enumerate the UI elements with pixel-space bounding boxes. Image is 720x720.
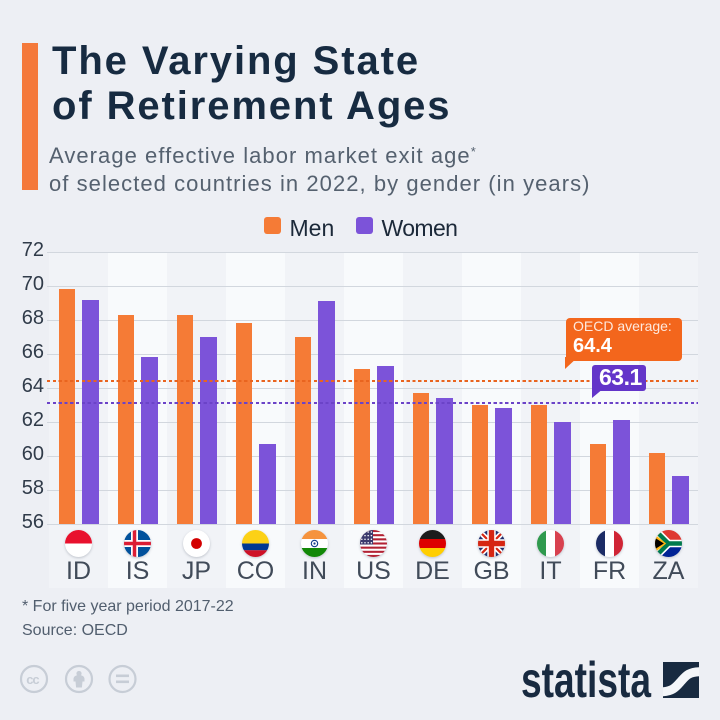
svg-text:statista: statista	[521, 655, 652, 705]
svg-text:cc: cc	[26, 672, 39, 687]
